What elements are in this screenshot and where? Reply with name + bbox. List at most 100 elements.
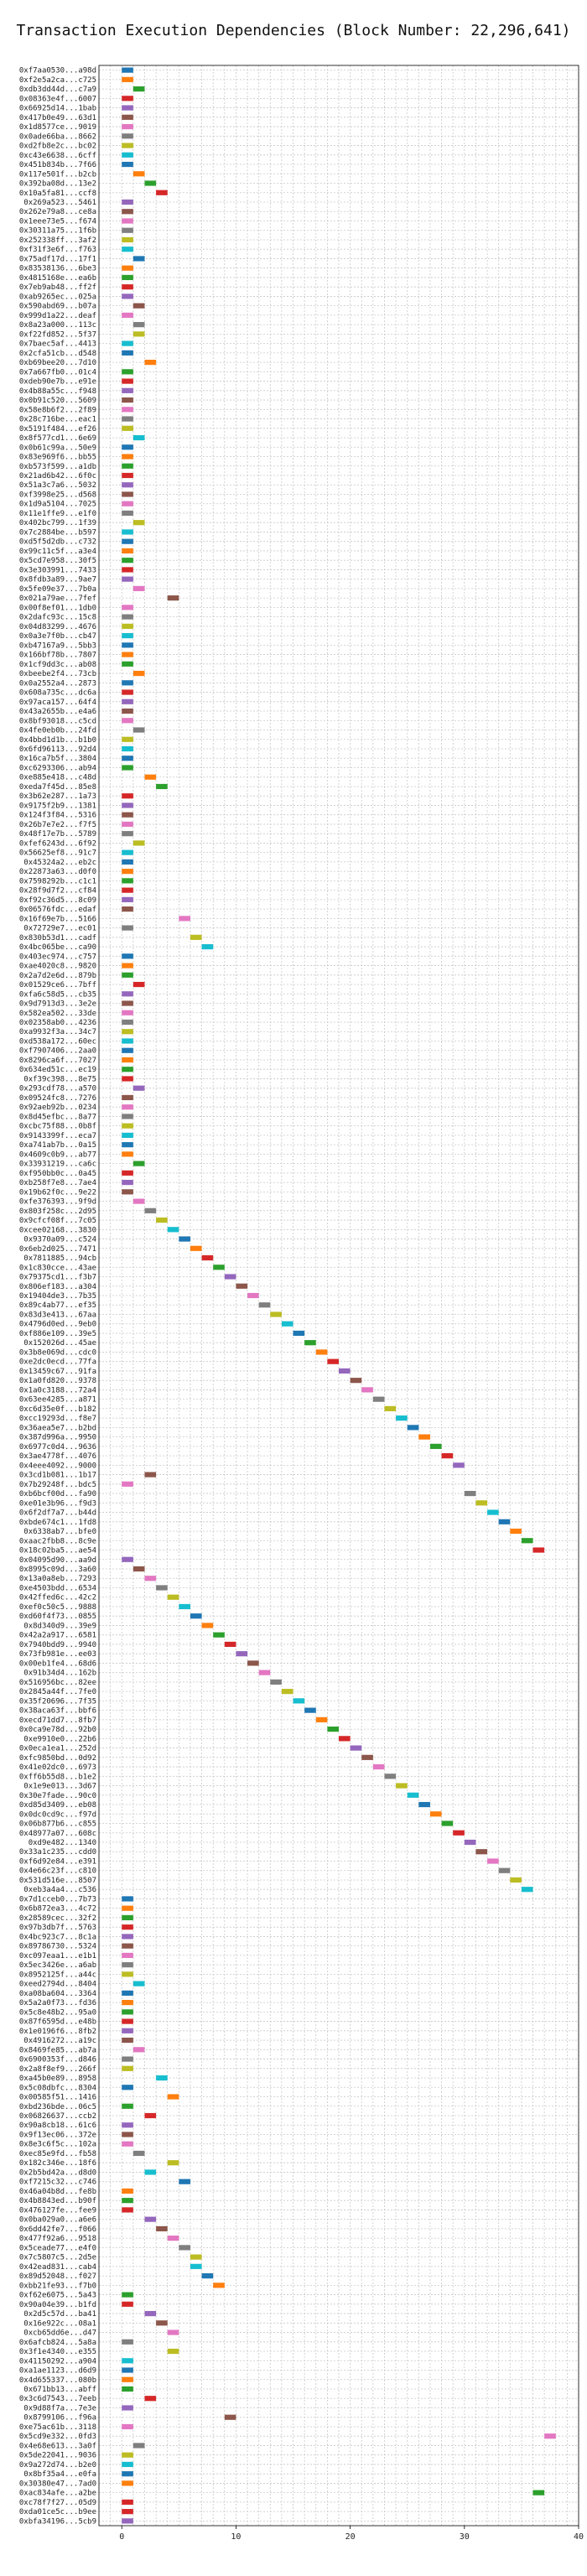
transaction-label: 0x590abd69...b07a: [19, 303, 96, 311]
transaction-label: 0xf31f3e6f...f763: [19, 246, 96, 254]
transaction-label: 0x4796d0ed...9eb0: [19, 1321, 96, 1329]
transaction-label: 0x8f577cd1...6e69: [19, 434, 96, 443]
transaction-bar: [132, 840, 145, 846]
transaction-bar: [327, 1727, 339, 1732]
transaction-label: 0x28c716be...eac1: [19, 416, 96, 424]
transaction-label: 0x8bf35a4...e0fa: [23, 2470, 96, 2479]
transaction-bar: [201, 943, 214, 950]
transaction-bar: [122, 397, 133, 403]
transaction-label: 0xff6b55d8...b1e2: [19, 1773, 96, 1781]
transaction-bar: [122, 821, 133, 828]
transaction-bar: [464, 1490, 476, 1497]
transaction-bar: [122, 2301, 133, 2307]
transaction-label: 0x0ba029a0...a6e6: [19, 2216, 96, 2225]
transaction-bar: [167, 2329, 179, 2335]
transaction-bar: [521, 1887, 533, 1893]
transaction-bar: [122, 2188, 133, 2194]
transaction-bar: [281, 1689, 294, 1695]
transaction-label: 0x46a04b8d...fe8b: [19, 2188, 96, 2196]
transaction-bar: [339, 1736, 351, 1742]
transaction-bar: [361, 1387, 373, 1393]
transaction-bar: [122, 1123, 133, 1129]
transaction-bar: [122, 538, 133, 544]
transaction-bar: [247, 1292, 259, 1299]
transaction-bar: [487, 1858, 499, 1864]
transaction-bar: [167, 1227, 179, 1233]
transaction-bar: [132, 2443, 145, 2449]
transaction-label: 0x5ec3426e...a6ab: [19, 1961, 96, 1970]
transaction-label: 0x3ae4778f...4076: [19, 1452, 96, 1461]
transaction-label: 0x9d7913d3...3e2e: [19, 1000, 96, 1009]
transaction-label: 0x87f6595d...e48b: [19, 2018, 96, 2027]
transaction-bar: [122, 718, 133, 724]
transaction-bar: [122, 444, 133, 450]
transaction-bar: [372, 1396, 385, 1402]
transaction-bar: [224, 2414, 236, 2420]
transaction-bar: [167, 2236, 179, 2241]
transaction-label: 0xcc19293d...f8e7: [19, 1415, 96, 1423]
transaction-bar: [132, 434, 145, 441]
transaction-bar: [122, 96, 133, 101]
transaction-label: 0x4eee4092...9000: [19, 1462, 96, 1470]
transaction-bar: [361, 1754, 373, 1760]
transaction-bar: [122, 209, 133, 215]
transaction-label: 0xb69bee20...7d10: [19, 359, 96, 367]
transaction-bar: [464, 1839, 476, 1846]
transaction-bar: [122, 161, 133, 168]
transaction-bar: [122, 2518, 133, 2524]
transaction-bar: [122, 2018, 133, 2024]
transaction-label: 0x90a8cb18...61c6: [19, 2122, 96, 2130]
transaction-label: 0x3f1e4340...e355: [19, 2348, 96, 2356]
x-tick-label: 40: [574, 2532, 584, 2542]
transaction-bar: [144, 1472, 157, 1478]
transaction-label: 0x01529ce6...7bff: [19, 981, 96, 989]
transaction-label: 0x252338ff...3af2: [19, 236, 96, 245]
transaction-bar: [201, 1254, 214, 1261]
transaction-label: 0x48f17e7b...5789: [19, 830, 96, 839]
transaction-bar: [122, 1952, 133, 1958]
transaction-bar: [201, 2273, 214, 2279]
transaction-bar: [532, 2490, 545, 2496]
transaction-bar: [122, 2480, 133, 2486]
transaction-label: 0x89d52048...f027: [19, 2272, 96, 2281]
transaction-bar: [475, 1500, 488, 1506]
transaction-label: 0x04095d90...aa9d: [19, 1556, 96, 1565]
transaction-bar: [122, 745, 133, 752]
transaction-bar: [350, 1378, 362, 1384]
transaction-bar: [132, 1085, 145, 1091]
transaction-bar: [179, 1236, 190, 1242]
transaction-label: 0xef0c50c5...9888: [19, 1603, 96, 1612]
transaction-bar: [258, 1302, 271, 1308]
transaction-bar: [396, 1415, 408, 1421]
transaction-bar: [122, 2292, 133, 2298]
transaction-label: 0x293cdf78...a570: [19, 1085, 96, 1093]
transaction-label: 0x92aeb92b...0234: [19, 1104, 96, 1112]
transaction-bar: [179, 2179, 190, 2184]
transaction-label: 0xf2e5a2ca...c725: [19, 76, 96, 85]
transaction-label: 0x0dc0cd9c...f97d: [19, 1810, 96, 1819]
transaction-bar: [156, 2320, 168, 2326]
transaction-bar: [179, 2245, 190, 2251]
transaction-label: 0xab9265ec...025a: [19, 293, 96, 301]
transaction-label: 0x75adf17d...17f1: [19, 255, 96, 263]
transaction-bar: [132, 1981, 145, 1987]
transaction-label: 0x9a272d74...b2e0: [19, 2461, 96, 2470]
transaction-label: 0x2845a44f...7fe0: [19, 1688, 96, 1696]
transaction-bar: [122, 284, 133, 290]
transaction-bar: [122, 1019, 133, 1026]
transaction-label: 0xb6bcf00d...fa90: [19, 1490, 96, 1498]
transaction-bar: [122, 1962, 133, 1968]
transaction-label: 0x00f8ef01...1db0: [19, 604, 96, 612]
transaction-label: 0x4609c0b9...ab77: [19, 1150, 96, 1159]
transaction-bar: [122, 387, 133, 393]
transaction-label: 0xf6d92e84...e391: [19, 1857, 96, 1866]
transaction-bar: [156, 2075, 168, 2081]
transaction-label: 0x16ca7b5f...3804: [19, 755, 96, 763]
transaction-label: 0x1d8577ce...9019: [19, 123, 96, 132]
transaction-bar: [122, 1114, 133, 1119]
transaction-label: 0xe75ac61b...3118: [19, 2423, 96, 2432]
transaction-bar: [122, 1990, 133, 1996]
plot-frame: [98, 65, 579, 2527]
transaction-label: 0x06576fdc...edaf: [19, 906, 96, 914]
transaction-bar: [327, 1358, 339, 1364]
